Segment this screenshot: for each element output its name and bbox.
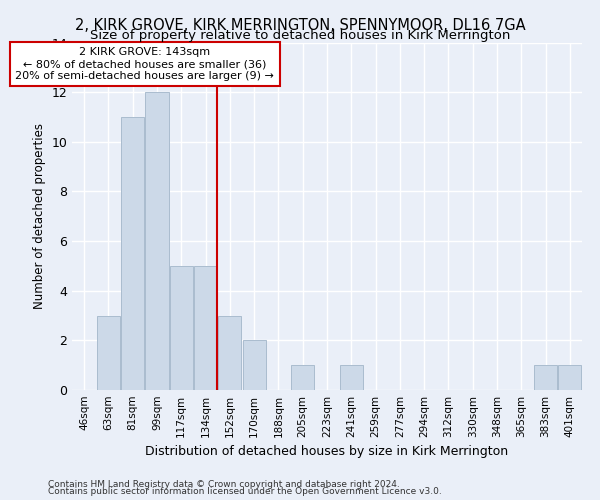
Bar: [340, 365, 363, 390]
Y-axis label: Number of detached properties: Number of detached properties: [33, 123, 46, 309]
Bar: [170, 266, 193, 390]
Text: Contains HM Land Registry data © Crown copyright and database right 2024.: Contains HM Land Registry data © Crown c…: [48, 480, 400, 489]
Text: Contains public sector information licensed under the Open Government Licence v3: Contains public sector information licen…: [48, 488, 442, 496]
Bar: [194, 266, 217, 390]
Bar: [121, 117, 144, 390]
X-axis label: Distribution of detached houses by size in Kirk Merrington: Distribution of detached houses by size …: [145, 446, 509, 458]
Bar: [534, 365, 557, 390]
Text: Size of property relative to detached houses in Kirk Merrington: Size of property relative to detached ho…: [90, 29, 510, 42]
Bar: [97, 316, 120, 390]
Text: 2 KIRK GROVE: 143sqm
← 80% of detached houses are smaller (36)
20% of semi-detac: 2 KIRK GROVE: 143sqm ← 80% of detached h…: [16, 48, 274, 80]
Bar: [242, 340, 266, 390]
Text: 2, KIRK GROVE, KIRK MERRINGTON, SPENNYMOOR, DL16 7GA: 2, KIRK GROVE, KIRK MERRINGTON, SPENNYMO…: [74, 18, 526, 32]
Bar: [559, 365, 581, 390]
Bar: [145, 92, 169, 390]
Bar: [218, 316, 241, 390]
Bar: [291, 365, 314, 390]
